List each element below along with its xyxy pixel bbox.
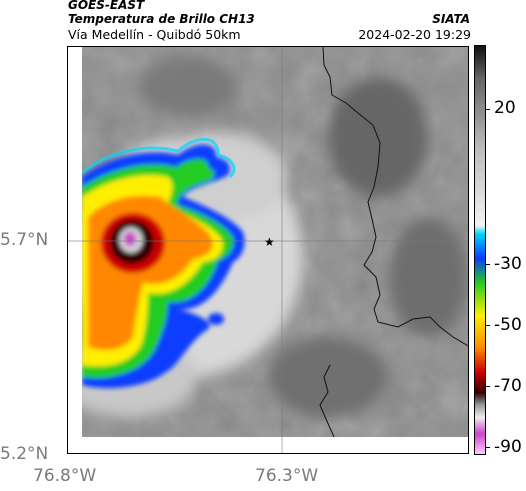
source-label: SIATA — [432, 12, 470, 26]
colorbar-label: -30 — [494, 254, 522, 274]
bottom-blank — [68, 438, 468, 453]
datetime-label: 2024-02-20 19:29 — [358, 27, 471, 42]
colorbar-tick — [486, 386, 490, 387]
lon-tick-label: 76.8°W — [33, 466, 97, 486]
region-subtitle: Vía Medellín - Quibdó 50km — [68, 27, 241, 42]
boundary-line-south — [319, 364, 335, 438]
colorbar-label: -50 — [494, 315, 522, 335]
colorbar-label: -90 — [494, 437, 522, 457]
colorbar-tick — [486, 447, 490, 448]
brightness-temperature-map: ★ — [68, 47, 468, 453]
colorbar-tick — [486, 264, 490, 265]
product-title: Temperatura de Brillo CH13 — [68, 12, 255, 26]
satellite-title: GOES-EAST — [68, 0, 145, 12]
lat-tick-label: 5.7°N — [0, 230, 49, 250]
colorbar-tick — [486, 325, 490, 326]
convective-cloud — [82, 144, 245, 389]
lat-tick-label: 5.2°N — [0, 444, 49, 464]
colorbar-label: -70 — [494, 376, 522, 396]
star-icon: ★ — [264, 235, 275, 249]
boundary-line — [322, 47, 468, 347]
cyan-rim — [81, 137, 236, 179]
left-blank — [68, 47, 82, 453]
colorbar-label: 20 — [494, 98, 516, 118]
colorbar-tick — [486, 109, 490, 110]
lon-tick-label: 76.3°W — [255, 466, 319, 486]
colorbar — [474, 45, 486, 455]
map-panel: ★ — [67, 46, 469, 454]
